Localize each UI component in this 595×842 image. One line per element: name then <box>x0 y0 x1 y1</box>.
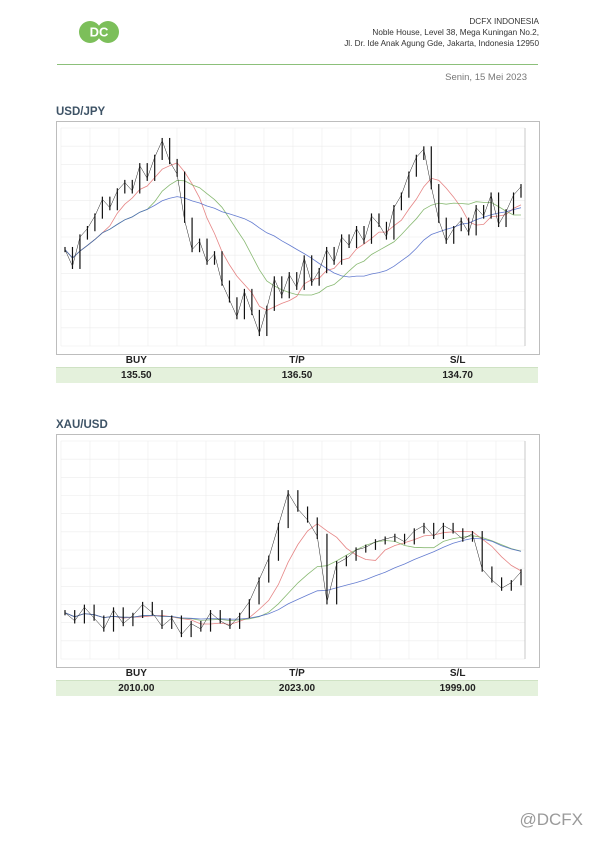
buy-value: 2010.00 <box>118 683 155 694</box>
tp-value: 136.50 <box>281 370 313 381</box>
company-info: DCFX INDONESIA Noble House, Level 38, Me… <box>344 16 539 49</box>
usdjpy-trade-table: BUY T/P S/L 135.50 136.50 134.70 <box>56 354 538 383</box>
tp-value: 2023.00 <box>278 683 316 694</box>
company-name: DCFX INDONESIA <box>469 17 539 26</box>
sl-label: S/L <box>449 668 466 679</box>
price-line <box>64 139 522 335</box>
ma-red-line <box>64 523 522 625</box>
address-line-2: Jl. Dr. Ide Anak Agung Gde, Jakarta, Ind… <box>344 39 539 48</box>
section-title-xauusd: XAU/USD <box>56 419 108 431</box>
report-date: Senin, 15 Mei 2023 <box>445 72 527 83</box>
sl-label: S/L <box>449 355 466 366</box>
ma-blue-line <box>64 537 522 620</box>
header-divider <box>57 64 538 65</box>
xauusd-chart-svg <box>60 440 526 660</box>
section-title-usdjpy: USD/JPY <box>56 106 106 118</box>
address-line-1: Noble House, Level 38, Mega Kuningan No.… <box>372 28 539 37</box>
tp-label: T/P <box>289 355 305 366</box>
dcfx-watermark: @DCFX <box>519 810 583 829</box>
xauusd-chart <box>56 434 540 668</box>
price-line <box>64 492 522 635</box>
ma-red-line <box>64 162 522 311</box>
sl-value: 134.70 <box>442 370 473 381</box>
usdjpy-chart <box>56 121 540 355</box>
ma-blue-line <box>64 196 522 278</box>
buy-label: BUY <box>125 668 147 679</box>
dcfx-logo: DC <box>79 21 119 43</box>
usdjpy-chart-svg <box>60 127 526 347</box>
sl-value: 1999.00 <box>439 683 476 694</box>
tp-label: T/P <box>289 668 305 679</box>
logo-text: DC <box>90 25 109 40</box>
buy-label: BUY <box>125 355 147 366</box>
buy-value: 135.50 <box>121 370 152 381</box>
xauusd-trade-table: BUY T/P S/L 2010.00 2023.00 1999.00 <box>56 667 538 696</box>
